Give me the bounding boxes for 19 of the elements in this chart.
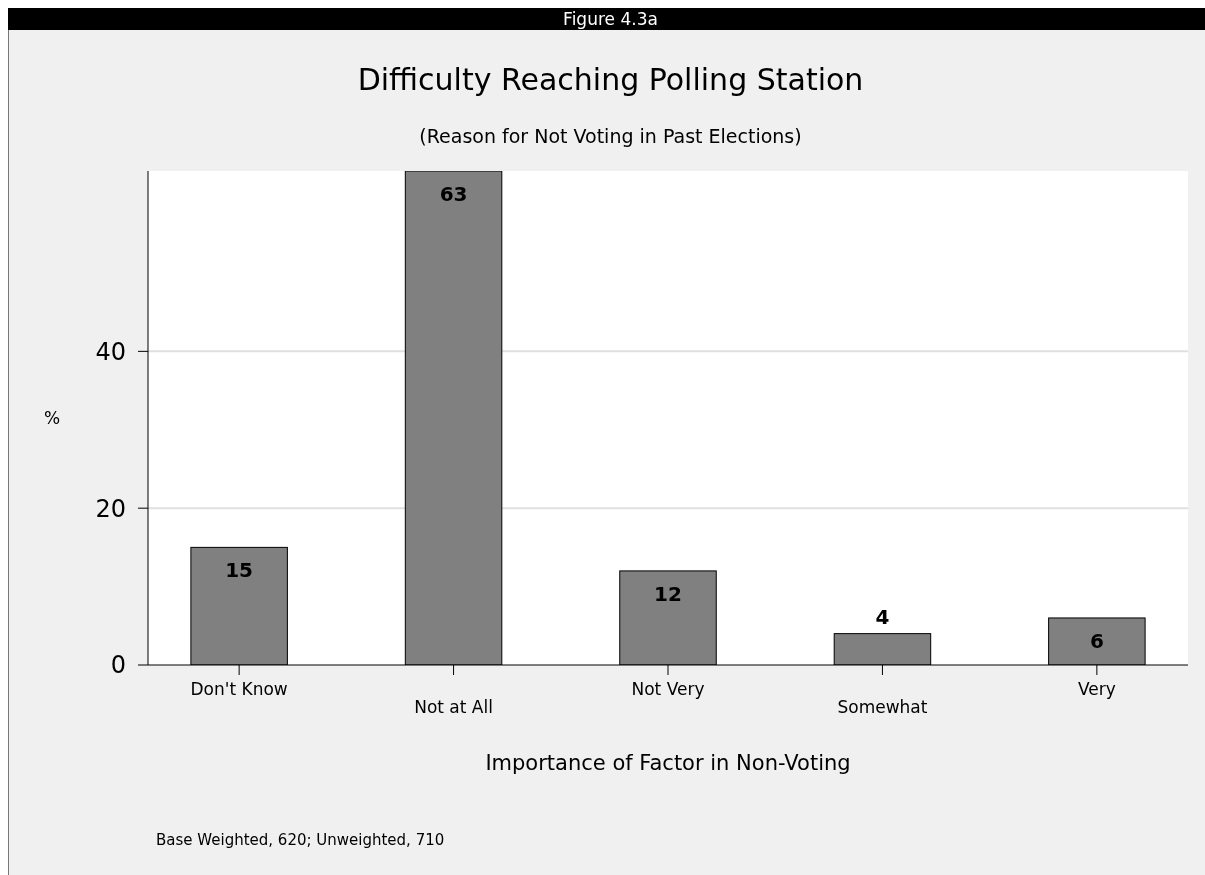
- x-tick-label: Somewhat: [837, 696, 928, 717]
- data-label: 15: [225, 558, 254, 583]
- y-axis-title: %: [43, 407, 61, 428]
- caption: Figure 4.3a: [563, 9, 658, 29]
- data-label: 6: [1089, 628, 1104, 653]
- chart-title: Difficulty Reaching Polling Station: [357, 62, 864, 97]
- x-tick-label: Not at All: [414, 696, 493, 717]
- data-label: 63: [439, 182, 468, 206]
- text: Base Weighted, 620; Unweighted, 710: [156, 831, 445, 849]
- data-label: 12: [654, 581, 682, 606]
- x-tick-label: Very: [1077, 678, 1116, 699]
- chart-subtitle: (Reason for Not Voting in Past Elections): [419, 125, 802, 147]
- y-tick-label: 20: [95, 494, 126, 523]
- x-tick-label: Not Very: [631, 678, 705, 699]
- data-label: 4: [875, 604, 890, 629]
- x-tick-label: Don't Know: [190, 678, 288, 699]
- x-axis-title: Importance of Factor in Non-Voting: [485, 751, 851, 775]
- y-tick-label: 40: [95, 337, 126, 366]
- y-tick-label: 0: [110, 651, 126, 680]
